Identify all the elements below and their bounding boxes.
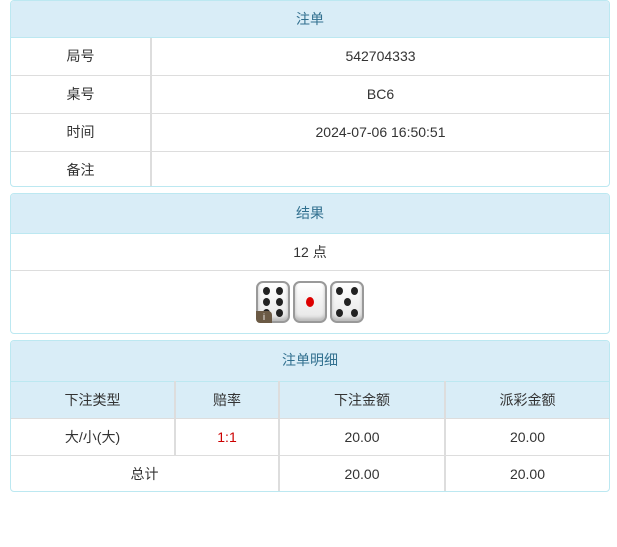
row-time: 时间 2024-07-06 16:50:51 — [11, 112, 609, 151]
pip — [336, 287, 343, 296]
header-odds: 赔率 — [174, 381, 279, 419]
pip — [276, 287, 284, 296]
value: 542704333 — [150, 38, 609, 75]
die-1 — [293, 281, 327, 323]
detail-panel-title: 注单明细 — [11, 341, 609, 381]
dice-row: i — [11, 271, 609, 333]
label: 备注 — [11, 150, 151, 186]
pip — [262, 287, 270, 296]
pip — [306, 297, 314, 307]
row-round: 局号 542704333 — [11, 38, 609, 75]
pip — [351, 287, 358, 296]
pip — [262, 298, 270, 306]
value: BC6 — [150, 74, 609, 113]
pip — [351, 308, 358, 317]
table-row: 大/小(大) 1:1 20.00 20.00 — [11, 418, 609, 456]
info-icon[interactable]: i — [256, 311, 272, 323]
bet-panel-title: 注单 — [11, 1, 609, 38]
payout-amount: 20.00 — [444, 418, 609, 456]
bet-type: 大/小(大) — [11, 418, 175, 456]
row-remark: 备注 — [11, 150, 609, 186]
header-payout: 派彩金额 — [444, 381, 609, 419]
bet-panel: 注单 局号 542704333 桌号 BC6 时间 2024-07-06 16:50:… — [10, 0, 610, 187]
die-6: i — [256, 281, 290, 323]
detail-panel: 注单明细 下注类型 赔率 下注金额 派彩金额 大/小(大) 1:1 20.00 … — [10, 340, 610, 492]
header-bet-type: 下注类型 — [11, 381, 175, 419]
value — [150, 150, 609, 186]
row-table: 桌号 BC6 — [11, 74, 609, 113]
total-payout: 20.00 — [444, 455, 609, 491]
total-label: 总计 — [11, 455, 279, 491]
label: 局号 — [66, 48, 95, 65]
label: 桌号 — [11, 74, 151, 113]
pip — [343, 298, 351, 306]
result-panel: 结果 12 点 i — [10, 193, 610, 334]
bet-amount: 20.00 — [278, 418, 445, 456]
total-bet: 20.00 — [278, 455, 445, 491]
pip — [276, 298, 284, 306]
odds: 1:1 — [174, 418, 279, 456]
total-row: 总计 20.00 20.00 — [11, 455, 609, 491]
pip — [336, 308, 343, 317]
result-points: 12 点 — [11, 234, 609, 271]
header-bet-amount: 下注金额 — [278, 381, 445, 419]
die-5 — [330, 281, 364, 323]
result-panel-title: 结果 — [11, 194, 609, 234]
pip — [276, 308, 284, 317]
label: 时间 — [11, 112, 151, 151]
bet-info-table: 局号 542704333 桌号 BC6 时间 2024-07-06 16:50:51 … — [11, 38, 609, 186]
detail-header-row: 下注类型 赔率 下注金额 派彩金额 — [11, 381, 609, 419]
detail-table: 下注类型 赔率 下注金额 派彩金额 大/小(大) 1:1 20.00 20.00… — [11, 381, 609, 491]
value: 2024-07-06 16:50:51 — [150, 112, 609, 151]
